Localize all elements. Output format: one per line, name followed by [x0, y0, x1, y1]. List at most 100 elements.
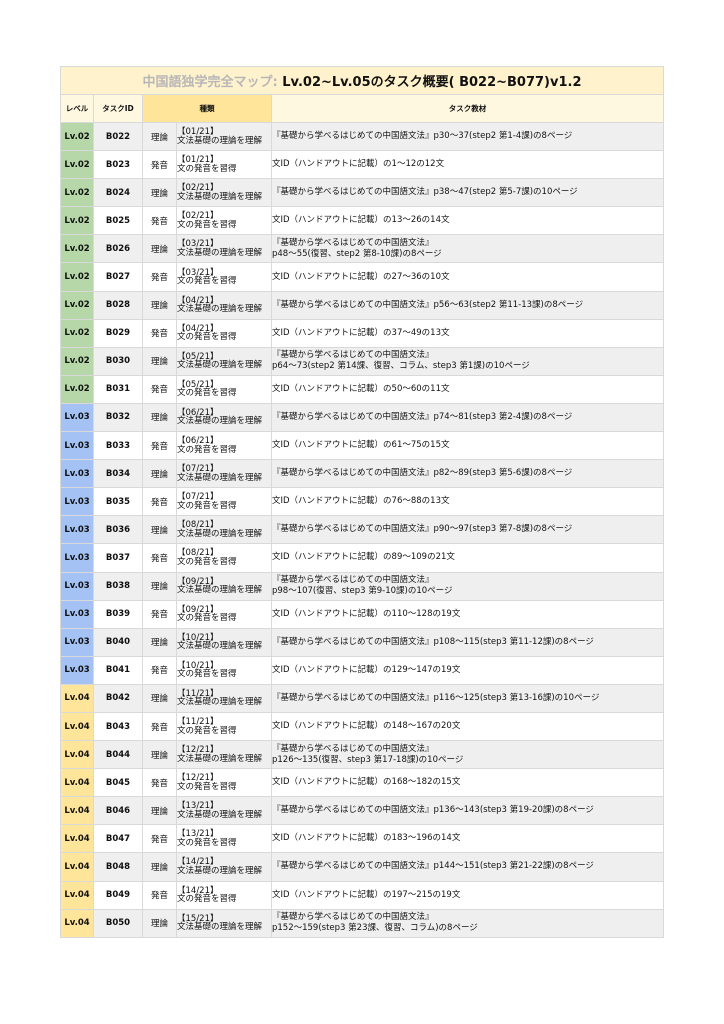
document-title: 中国語独学完全マップ: Lv.02~Lv.05のタスク概要( B022~B077… — [59, 66, 665, 95]
type-cell: 発音 — [142, 880, 177, 910]
type-cell: 発音 — [142, 206, 177, 236]
level-cell: Lv.04 — [60, 824, 94, 854]
level-cell: Lv.03 — [60, 655, 94, 685]
level-cell: Lv.04 — [60, 711, 94, 742]
type-cell: 理論 — [142, 627, 177, 657]
task-id-cell: B024 — [93, 178, 143, 208]
task-id-cell: B040 — [93, 627, 143, 657]
type-cell: 理論 — [142, 459, 177, 489]
table-row: Lv.04 B044 理論 【12/21】 文法基礎の理論を理解 『基礎から学べるはじめ… — [60, 740, 665, 770]
table-row: Lv.03 B034 理論 【07/21】 文法基礎の理論を理解 『基礎から学べるはじめ… — [60, 459, 665, 489]
level-cell: Lv.03 — [60, 431, 94, 461]
type-cell: 発音 — [142, 824, 177, 854]
note-cell: 【06/21】 文の発音を習得 — [176, 431, 272, 461]
task-id-cell: B030 — [93, 346, 143, 376]
material-cell: 『基礎から学べるはじめての中国語文法』p56～63(step2 第11-13課)… — [270, 290, 665, 320]
task-id-cell: B045 — [93, 768, 143, 798]
level-cell: Lv.03 — [60, 459, 94, 489]
task-id-cell: B027 — [93, 262, 143, 292]
table-row: Lv.02 B022 理論 【01/21】 文法基礎の理論を理解 『基礎から学べるはじめ… — [60, 121, 665, 152]
type-cell: 発音 — [142, 318, 177, 348]
task-id-cell: B026 — [93, 234, 143, 264]
type-cell: 理論 — [142, 290, 177, 320]
level-cell: Lv.02 — [60, 374, 94, 404]
task-id-cell: B047 — [93, 824, 143, 854]
material-cell: 『基礎から学べるはじめての中国語文法』p82～89(step3 第5-6課)の8… — [270, 459, 665, 489]
material-cell: 文ID（ハンドアウトに記載）の76～88の13文 — [270, 487, 665, 517]
material-cell: 『基礎から学べるはじめての中国語文法』p90～97(step3 第7-8課)の8… — [270, 515, 665, 545]
type-cell: 理論 — [142, 796, 177, 826]
table-row: Lv.04 B045 発音 【12/21】 文の発音を習得 文ID（ハンドアウトに記載）… — [60, 768, 665, 798]
material-cell: 文ID（ハンドアウトに記載）の197～215の19文 — [270, 880, 665, 910]
level-cell: Lv.03 — [60, 543, 94, 573]
table-row: Lv.03 B039 発音 【09/21】 文の発音を習得 文ID（ハンドアウトに記載）… — [60, 599, 665, 629]
table-row: Lv.02 B029 発音 【04/21】 文の発音を習得 文ID（ハンドアウトに記載）… — [60, 318, 665, 348]
note-cell: 【12/21】 文の発音を習得 — [176, 768, 272, 798]
level-cell: Lv.04 — [60, 852, 94, 882]
table-row: Lv.02 B024 理論 【02/21】 文法基礎の理論を理解 『基礎から学べるはじめ… — [60, 178, 665, 208]
material-cell: 『基礎から学べるはじめての中国語文法』 p152～159(step3 第23課、… — [270, 908, 665, 938]
note-cell: 【08/21】 文の発音を習得 — [176, 543, 272, 573]
type-cell: 理論 — [142, 683, 177, 713]
note-cell: 【09/21】 文の発音を習得 — [176, 599, 272, 629]
task-id-cell: B033 — [93, 431, 143, 461]
type-cell: 理論 — [142, 852, 177, 882]
note-cell: 【13/21】 文の発音を習得 — [176, 824, 272, 854]
task-id-cell: B023 — [93, 150, 143, 180]
table-row: Lv.04 B043 発音 【11/21】 文の発音を習得 文ID（ハンドアウトに記載）… — [60, 711, 665, 742]
table-row: Lv.03 B038 理論 【09/21】 文法基礎の理論を理解 『基礎から学べるはじめ… — [60, 571, 665, 601]
type-cell: 理論 — [142, 121, 177, 152]
table-row: Lv.03 B040 理論 【10/21】 文法基礎の理論を理解 『基礎から学べるはじめ… — [60, 627, 665, 657]
task-id-cell: B028 — [93, 290, 143, 320]
type-cell: 発音 — [142, 768, 177, 798]
note-cell: 【07/21】 文の発音を習得 — [176, 487, 272, 517]
table-row: Lv.03 B032 理論 【06/21】 文法基礎の理論を理解 『基礎から学べるはじめ… — [60, 402, 665, 433]
table-row: Lv.04 B050 理論 【15/21】 文法基礎の理論を理解 『基礎から学べるはじめ… — [60, 908, 665, 938]
table-row: Lv.02 B026 理論 【03/21】 文法基礎の理論を理解 『基礎から学べるはじめ… — [60, 234, 665, 264]
type-cell: 発音 — [142, 599, 177, 629]
table-row: Lv.02 B031 発音 【05/21】 文の発音を習得 文ID（ハンドアウトに記載）… — [60, 374, 665, 404]
level-cell: Lv.04 — [60, 796, 94, 826]
material-cell: 文ID（ハンドアウトに記載）の61～75の15文 — [270, 431, 665, 461]
header-level: レベル — [60, 94, 94, 123]
note-cell: 【11/21】 文法基礎の理論を理解 — [176, 683, 272, 713]
note-cell: 【14/21】 文の発音を習得 — [176, 880, 272, 910]
type-cell: 発音 — [142, 543, 177, 573]
header-kind: 種類 — [142, 94, 272, 123]
table-row: Lv.02 B028 理論 【04/21】 文法基礎の理論を理解 『基礎から学べるはじめ… — [60, 290, 665, 320]
header-task-id: タスクID — [93, 94, 143, 123]
note-cell: 【12/21】 文法基礎の理論を理解 — [176, 740, 272, 770]
type-cell: 発音 — [142, 262, 177, 292]
level-cell: Lv.03 — [60, 627, 94, 657]
level-cell: Lv.03 — [60, 515, 94, 545]
type-cell: 理論 — [142, 740, 177, 770]
task-id-cell: B042 — [93, 683, 143, 713]
note-cell: 【09/21】 文法基礎の理論を理解 — [176, 571, 272, 601]
task-id-cell: B037 — [93, 543, 143, 573]
task-id-cell: B046 — [93, 796, 143, 826]
task-table: 中国語独学完全マップ: Lv.02~Lv.05のタスク概要( B022~B077… — [59, 66, 665, 938]
level-cell: Lv.04 — [60, 880, 94, 910]
material-cell: 『基礎から学べるはじめての中国語文法』 p64～73(step2 第14課、復習… — [270, 346, 665, 376]
note-cell: 【01/21】 文法基礎の理論を理解 — [176, 121, 272, 152]
material-cell: 文ID（ハンドアウトに記載）の37～49の13文 — [270, 318, 665, 348]
material-cell: 文ID（ハンドアウトに記載）の89～109の21文 — [270, 543, 665, 573]
table-row: Lv.04 B048 理論 【14/21】 文法基礎の理論を理解 『基礎から学べるはじめ… — [60, 852, 665, 882]
task-id-cell: B029 — [93, 318, 143, 348]
header-row: レベル タスクID 種類 タスク教材 — [60, 94, 665, 123]
note-cell: 【14/21】 文法基礎の理論を理解 — [176, 852, 272, 882]
table-row: Lv.02 B025 発音 【02/21】 文の発音を習得 文ID（ハンドアウトに記載）… — [60, 206, 665, 236]
type-cell: 発音 — [142, 711, 177, 742]
task-id-cell: B034 — [93, 459, 143, 489]
task-id-cell: B031 — [93, 374, 143, 404]
level-cell: Lv.02 — [60, 150, 94, 180]
type-cell: 発音 — [142, 655, 177, 685]
title-main: Lv.02~Lv.05のタスク概要( B022~B077)v1.2 — [282, 75, 582, 90]
note-cell: 【10/21】 文の発音を習得 — [176, 655, 272, 685]
note-cell: 【07/21】 文法基礎の理論を理解 — [176, 459, 272, 489]
level-cell: Lv.04 — [60, 740, 94, 770]
level-cell: Lv.03 — [60, 487, 94, 517]
type-cell: 発音 — [142, 431, 177, 461]
header-material: タスク教材 — [270, 94, 665, 123]
note-cell: 【10/21】 文法基礎の理論を理解 — [176, 627, 272, 657]
